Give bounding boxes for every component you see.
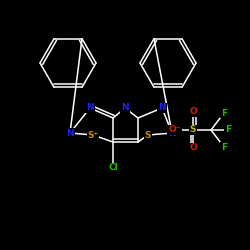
Text: F: F — [221, 142, 227, 152]
Text: O⁻: O⁻ — [169, 126, 181, 134]
Text: Cl: Cl — [108, 164, 118, 172]
Text: N: N — [121, 104, 129, 112]
Text: F: F — [221, 108, 227, 118]
Text: O: O — [189, 108, 197, 116]
Text: N: N — [158, 104, 166, 112]
Text: S⁺: S⁺ — [88, 130, 99, 140]
Text: O: O — [189, 144, 197, 152]
Text: F: F — [225, 126, 231, 134]
Text: N: N — [86, 104, 94, 112]
Text: S: S — [145, 130, 151, 140]
Text: N: N — [168, 128, 176, 138]
Text: S: S — [190, 126, 196, 134]
Text: N: N — [66, 128, 74, 138]
